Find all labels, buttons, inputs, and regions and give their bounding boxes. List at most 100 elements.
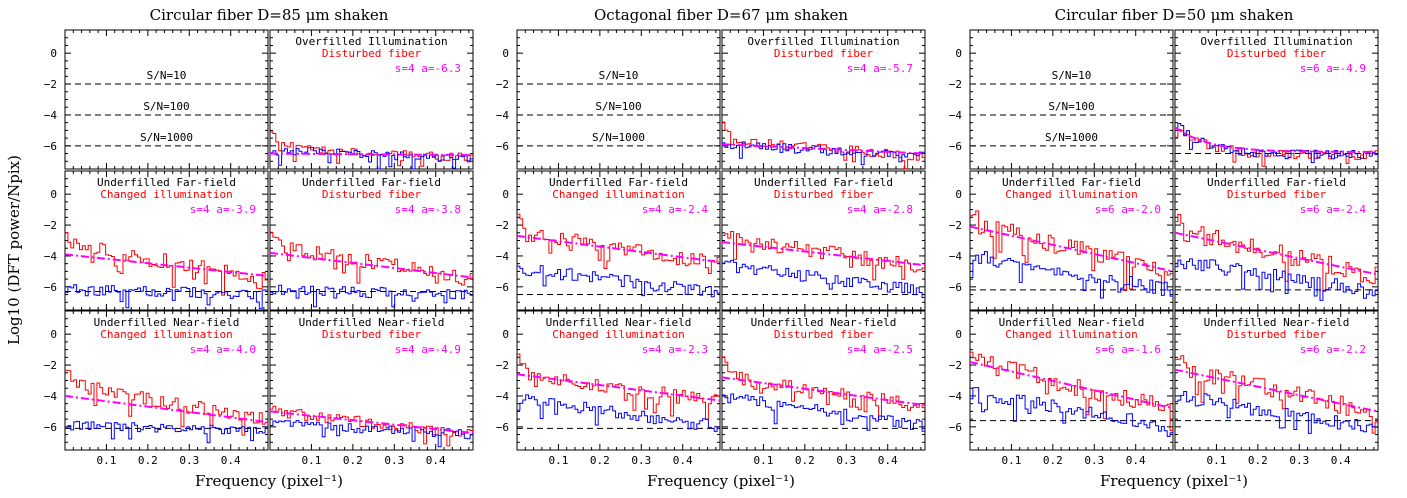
panel-label: Underfilled Near-field — [751, 316, 897, 329]
panel-r0c1: s=4 a=-6.3 Overfilled IlluminationDisturb… — [269, 29, 474, 170]
y-tick-label: −4 — [949, 109, 963, 122]
y-tick-label: 0 — [50, 47, 57, 60]
sn-label: S/N=1000 — [592, 131, 645, 144]
sn-label: S/N=10 — [1052, 69, 1092, 82]
fit-parameters: s=4 a=-2.3 — [642, 343, 708, 356]
y-tick-label: −2 — [949, 219, 962, 232]
panel-r1c0: 0 −2 −4 −6 s=4 a=-2.4 Underfilled Far-fieldCh… — [496, 170, 721, 311]
y-tick-label: 0 — [955, 47, 962, 60]
panel-group-2: Circular fiber D=50 μm shaken Frequency (… — [949, 6, 1379, 490]
panel-label: Overfilled Illumination — [1200, 35, 1352, 48]
power-law-fit — [516, 234, 721, 264]
y-tick-label: −4 — [949, 390, 963, 403]
fit-parameters: s=6 a=-2.4 — [1300, 203, 1367, 216]
panel-sublabel: Changed illumination — [100, 188, 232, 201]
panel-sublabel: Changed illumination — [100, 328, 232, 341]
red-power-spectrum — [1175, 214, 1378, 292]
blue-power-spectrum — [970, 251, 1173, 299]
y-tick-label: −6 — [44, 421, 57, 434]
y-tick-label: −6 — [44, 140, 57, 153]
fit-parameters: s=4 a=-2.8 — [847, 203, 913, 216]
panel-r1c1: s=4 a=-3.8 Underfilled Far-fieldDisturbed… — [269, 170, 474, 311]
power-law-fit — [516, 373, 721, 402]
x-tick-label: 0.2 — [795, 454, 815, 467]
y-axis-label: Log10 (DFT power/Npix) — [5, 155, 23, 345]
panel-sublabel: Disturbed fiber — [322, 47, 422, 60]
panel-r2c0: 0 −2 −4 −6 0.1 0.2 0.3 0.4 s=6 a=-1.6 Underfilled… — [949, 310, 1174, 467]
x-tick-label: 0.2 — [1043, 454, 1063, 467]
y-tick-label: −6 — [496, 421, 509, 434]
fit-parameters: s=4 a=-2.5 — [847, 343, 913, 356]
power-law-fit — [269, 251, 474, 279]
power-law-fit — [969, 225, 1174, 273]
y-tick-label: 0 — [50, 188, 57, 201]
y-tick-label: 0 — [50, 328, 57, 341]
panel-label: Underfilled Near-field — [546, 316, 692, 329]
panel-r2c1: 0.1 0.2 0.3 0.4 s=4 a=-4.9 Underfilled Near-f… — [269, 310, 474, 467]
red-power-spectrum — [970, 210, 1173, 291]
power-law-fit — [64, 394, 269, 424]
panel-sublabel: Disturbed fiber — [1227, 47, 1327, 60]
y-tick-label: 0 — [502, 328, 509, 341]
power-law-fit — [721, 143, 926, 155]
fit-parameters: s=6 a=-4.9 — [1300, 62, 1366, 75]
blue-power-spectrum — [722, 393, 925, 432]
y-tick-label: −4 — [44, 390, 58, 403]
red-power-spectrum — [722, 231, 925, 281]
x-tick-label: 0.1 — [96, 454, 116, 467]
power-law-fit — [1174, 368, 1379, 413]
panel-r2c1: 0.1 0.2 0.3 0.4 s=4 a=-2.5 Underfilled Near-f… — [721, 310, 926, 467]
panel-label: Underfilled Far-field — [549, 176, 688, 189]
x-tick-label: 0.1 — [301, 454, 321, 467]
y-tick-label: −2 — [44, 219, 57, 232]
sn-label: S/N=1000 — [140, 131, 193, 144]
fit-parameters: s=4 a=-4.0 — [190, 343, 256, 356]
red-power-spectrum — [517, 353, 720, 420]
panel-sublabel: Disturbed fiber — [774, 47, 874, 60]
panel-r2c0: 0 −2 −4 −6 0.1 0.2 0.3 0.4 s=4 a=-4.0 Underfilled… — [44, 310, 269, 467]
panel-label: Overfilled Illumination — [747, 35, 899, 48]
sn-label: S/N=10 — [599, 69, 639, 82]
y-tick-label: −4 — [496, 390, 510, 403]
blue-power-spectrum — [65, 420, 268, 444]
sn-label: S/N=100 — [1048, 100, 1094, 113]
y-tick-label: −6 — [949, 281, 962, 294]
power-law-fit — [270, 152, 473, 157]
y-tick-label: −2 — [44, 359, 57, 372]
sn-label: S/N=100 — [595, 100, 641, 113]
x-tick-label: 0.2 — [343, 454, 363, 467]
panel-sublabel: Disturbed fiber — [1227, 328, 1327, 341]
panel-r0c1: s=4 a=-5.7 Overfilled IlluminationDisturb… — [721, 29, 926, 170]
panel-r0c0: 0 −2 −4 −6 S/N=10 S/N=100 S/N=1000 — [496, 29, 721, 170]
x-tick-label: 0.3 — [1084, 454, 1104, 467]
blue-power-spectrum — [1175, 123, 1378, 164]
x-axis-label: Frequency (pixel⁻¹) — [647, 472, 795, 490]
power-law-fit — [721, 241, 926, 267]
blue-power-spectrum — [65, 284, 268, 309]
red-power-spectrum — [970, 351, 1173, 431]
panel-r1c1: s=6 a=-2.4 Underfilled Far-fieldDisturbed… — [1174, 170, 1379, 311]
panel-sublabel: Disturbed fiber — [774, 188, 874, 201]
sn-label: S/N=10 — [147, 69, 187, 82]
power-law-fit — [1174, 231, 1379, 276]
panel-sublabel: Disturbed fiber — [322, 188, 422, 201]
y-tick-label: −2 — [496, 359, 509, 372]
fit-parameters: s=4 a=-3.8 — [395, 203, 461, 216]
panel-r2c1: 0.1 0.2 0.3 0.4 s=6 a=-2.2 Underfilled Near-f… — [1174, 310, 1379, 467]
panel-r0c1: s=6 a=-4.9 Overfilled IlluminationDisturb… — [1174, 29, 1379, 170]
power-law-fit — [969, 361, 1174, 410]
x-tick-label: 0.1 — [753, 454, 773, 467]
y-tick-label: −2 — [496, 78, 509, 91]
red-power-spectrum — [270, 405, 473, 447]
panel-label: Underfilled Far-field — [302, 176, 441, 189]
panel-sublabel: Changed illumination — [1005, 328, 1137, 341]
panel-r1c1: s=4 a=-2.8 Underfilled Far-fieldDisturbed… — [721, 170, 926, 311]
blue-power-spectrum — [517, 394, 720, 432]
x-tick-label: 0.4 — [878, 454, 898, 467]
panel-r1c0: 0 −2 −4 −6 s=6 a=-2.0 Underfilled Far-fieldCh… — [949, 170, 1174, 311]
blue-power-spectrum — [1175, 258, 1378, 301]
fit-parameters: s=4 a=-6.3 — [395, 62, 461, 75]
fit-parameters: s=6 a=-2.0 — [1095, 203, 1161, 216]
fit-parameters: s=4 a=-3.9 — [190, 203, 256, 216]
